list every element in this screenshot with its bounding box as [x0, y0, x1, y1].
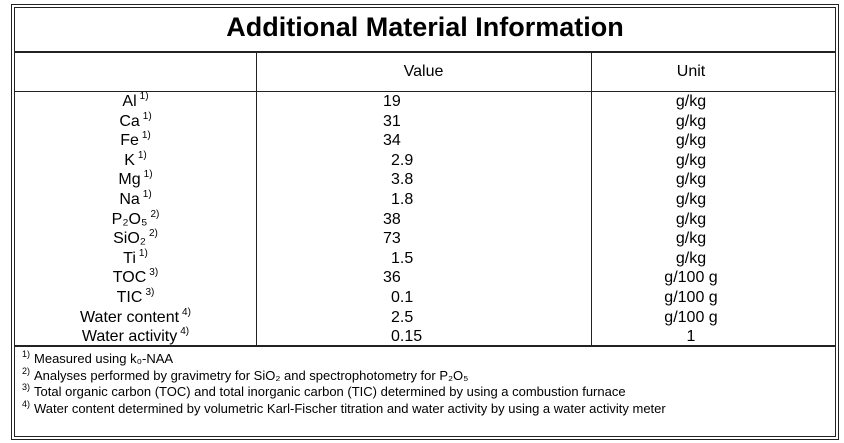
- row-label: Na 1): [15, 189, 256, 212]
- row-label: Fe 1): [15, 130, 256, 153]
- footnote: 4) Water content determined by volumetric…: [22, 398, 666, 418]
- element-name: TIC: [116, 289, 143, 306]
- footnote-ref: 4): [180, 326, 190, 338]
- footnote-ref: 1): [138, 247, 148, 259]
- unit-cell: g/kg: [675, 249, 707, 267]
- table-title: Additional Material Information: [226, 12, 624, 42]
- table-frame: [11, 4, 839, 440]
- footnote-ref: 1): [142, 189, 152, 200]
- rule: [15, 51, 835, 53]
- row-label: TIC 3): [15, 287, 256, 310]
- column-header: Value: [403, 63, 444, 80]
- element-name: SiO₂: [113, 230, 146, 248]
- element-name: Na: [119, 191, 140, 208]
- unit-cell: g/kg: [675, 210, 707, 228]
- footnote-ref: 1): [139, 91, 149, 102]
- footnote-mark: 4): [22, 398, 31, 409]
- footnote-text: Measured using k₀-NAA: [34, 351, 174, 366]
- footnote-text: Total organic carbon (TOC) and total ino…: [34, 384, 626, 399]
- footnote-ref: 3): [149, 267, 159, 279]
- column-divider: [591, 53, 592, 346]
- row-label: Mg 1): [15, 169, 256, 192]
- footnote-ref: 2): [148, 228, 158, 240]
- footnote-ref: 1): [137, 149, 147, 161]
- unit-cell: g/kg: [675, 191, 707, 208]
- element-name: P₂O₅: [111, 210, 148, 228]
- unit-cell: g/kg: [675, 171, 707, 189]
- value-cell: 19: [383, 93, 401, 110]
- unit-cell: g/kg: [675, 151, 707, 169]
- unit-cell: g/kg: [675, 112, 707, 130]
- rule: [15, 345, 835, 347]
- footnote-ref: 2): [150, 208, 160, 220]
- unit-cell: g/kg: [675, 93, 707, 110]
- element-name: K: [124, 151, 135, 169]
- column-divider: [256, 53, 257, 346]
- value-cell: 0.15: [391, 328, 423, 346]
- row-label: TOC 3): [15, 267, 256, 290]
- footnote-ref: 3): [145, 287, 155, 298]
- unit-cell: g/kg: [675, 132, 707, 150]
- value-cell: 31: [383, 112, 401, 130]
- row-label: Ti 1): [15, 247, 256, 271]
- value-cell: 1.5: [391, 249, 414, 267]
- element-name: Al: [122, 93, 137, 110]
- value-cell: 73: [383, 230, 401, 248]
- row-label: K 1): [15, 149, 256, 173]
- unit-cell: 1: [686, 328, 696, 346]
- row-label: Ca 1): [15, 110, 256, 134]
- value-cell: 34: [383, 132, 401, 150]
- footnote-ref: 1): [141, 130, 151, 142]
- element-name: TOC: [112, 269, 147, 287]
- value-cell: 36: [383, 269, 401, 287]
- row-label: Al 1): [15, 91, 256, 114]
- footnote: 3) Total organic carbon (TOC) and total i…: [22, 382, 626, 401]
- footnote-mark: 2): [22, 365, 31, 376]
- unit-cell: g/100 g: [664, 308, 718, 326]
- row-label: SiO₂ 2): [15, 228, 256, 251]
- value-cell: 2.5: [391, 308, 414, 326]
- footnote-mark: 1): [22, 349, 31, 359]
- value-cell: 38: [383, 210, 401, 228]
- value-cell: 3.8: [391, 171, 414, 189]
- value-cell: 2.9: [391, 151, 414, 169]
- footnote-text: Water content determined by volumetric K…: [34, 400, 666, 416]
- element-name: Fe: [120, 132, 139, 150]
- element-name: Ti: [123, 249, 136, 267]
- footnote-ref: 1): [143, 169, 153, 181]
- footnote-mark: 3): [22, 382, 31, 392]
- unit-cell: g/100 g: [664, 269, 718, 287]
- element-name: Mg: [118, 171, 141, 189]
- row-label: Water content 4): [15, 306, 256, 330]
- footnote-ref: 1): [142, 110, 152, 122]
- unit-cell: g/100 g: [664, 289, 718, 306]
- element-name: Water content: [80, 308, 180, 326]
- value-cell: 1.8: [391, 191, 414, 208]
- footnote-text: Analyses performed by gravimetry for SiO…: [34, 367, 469, 383]
- element-name: Water activity: [81, 328, 178, 346]
- unit-cell: g/kg: [675, 230, 707, 248]
- element-name: Ca: [119, 112, 140, 130]
- footnote-ref: 4): [182, 306, 191, 318]
- footnote: 1) Measured using k₀-NAA: [22, 349, 174, 368]
- footnote: 2) Analyses performed by gravimetry for S…: [22, 365, 469, 385]
- rule: [15, 91, 835, 92]
- value-cell: 0.1: [391, 289, 414, 306]
- column-header: Unit: [676, 63, 706, 80]
- row-label: P₂O₅ 2): [15, 208, 256, 232]
- row-label: Water activity 4): [15, 326, 256, 349]
